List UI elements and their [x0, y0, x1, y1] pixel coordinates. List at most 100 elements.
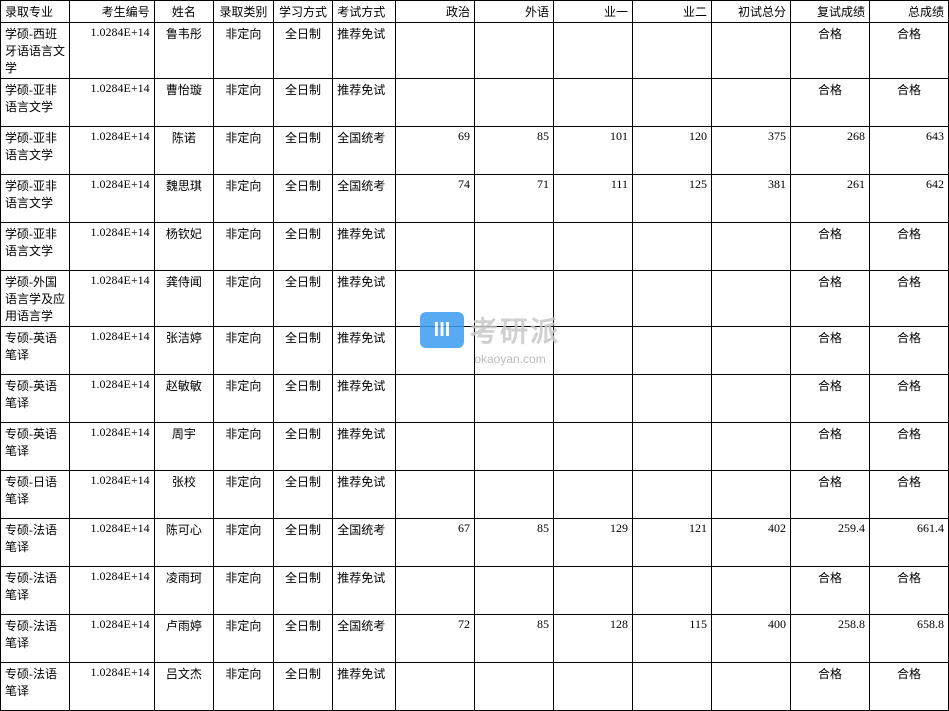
cell-cs [711, 423, 790, 471]
cell-fl [474, 79, 553, 127]
cell-y1 [553, 223, 632, 271]
col-header-major: 录取专业 [1, 1, 70, 23]
cell-major: 专硕-日语笔译 [1, 471, 70, 519]
cell-y2: 125 [632, 175, 711, 223]
cell-id: 1.0284E+14 [70, 519, 154, 567]
cell-fs: 合格 [790, 23, 869, 79]
cell-major: 专硕-法语笔译 [1, 615, 70, 663]
cell-id: 1.0284E+14 [70, 175, 154, 223]
cell-fl [474, 663, 553, 711]
cell-zs: 661.4 [869, 519, 948, 567]
admissions-table: 录取专业考生编号姓名录取类别学习方式考试方式政治外语业一业二初试总分复试成绩总成… [0, 0, 949, 711]
cell-y2 [632, 423, 711, 471]
cell-pol [395, 271, 474, 327]
cell-y2 [632, 567, 711, 615]
cell-fs: 合格 [790, 79, 869, 127]
cell-y1 [553, 271, 632, 327]
cell-pol [395, 375, 474, 423]
cell-y2: 121 [632, 519, 711, 567]
table-row: 专硕-法语笔译1.0284E+14陈可心非定向全日制全国统考6785129121… [1, 519, 949, 567]
cell-cs: 402 [711, 519, 790, 567]
cell-fl [474, 471, 553, 519]
cell-y2 [632, 79, 711, 127]
cell-zs: 合格 [869, 567, 948, 615]
cell-pol [395, 471, 474, 519]
cell-major: 专硕-英语笔译 [1, 375, 70, 423]
cell-type: 非定向 [214, 615, 274, 663]
cell-major: 学硕-外国语言学及应用语言学 [1, 271, 70, 327]
cell-cs: 381 [711, 175, 790, 223]
cell-name: 陈可心 [154, 519, 214, 567]
cell-id: 1.0284E+14 [70, 223, 154, 271]
cell-exam: 推荐免试 [333, 375, 396, 423]
cell-mode: 全日制 [273, 127, 333, 175]
table-row: 专硕-英语笔译1.0284E+14周宇非定向全日制推荐免试合格合格 [1, 423, 949, 471]
cell-cs [711, 79, 790, 127]
cell-type: 非定向 [214, 127, 274, 175]
cell-id: 1.0284E+14 [70, 471, 154, 519]
cell-exam: 推荐免试 [333, 327, 396, 375]
cell-fl: 71 [474, 175, 553, 223]
cell-fs: 268 [790, 127, 869, 175]
cell-type: 非定向 [214, 327, 274, 375]
cell-name: 龚侍闻 [154, 271, 214, 327]
cell-mode: 全日制 [273, 567, 333, 615]
cell-y2: 120 [632, 127, 711, 175]
table-row: 专硕-英语笔译1.0284E+14张洁婷非定向全日制推荐免试合格合格 [1, 327, 949, 375]
table-row: 学硕-亚非语言文学1.0284E+14曹怡璇非定向全日制推荐免试合格合格 [1, 79, 949, 127]
cell-exam: 推荐免试 [333, 471, 396, 519]
cell-zs: 合格 [869, 223, 948, 271]
cell-pol: 67 [395, 519, 474, 567]
cell-major: 专硕-英语笔译 [1, 423, 70, 471]
cell-pol [395, 327, 474, 375]
cell-pol: 69 [395, 127, 474, 175]
cell-id: 1.0284E+14 [70, 375, 154, 423]
table-row: 学硕-亚非语言文学1.0284E+14陈诺非定向全日制全国统考698510112… [1, 127, 949, 175]
cell-id: 1.0284E+14 [70, 615, 154, 663]
cell-major: 专硕-法语笔译 [1, 519, 70, 567]
cell-id: 1.0284E+14 [70, 567, 154, 615]
cell-major: 专硕-英语笔译 [1, 327, 70, 375]
cell-cs [711, 327, 790, 375]
cell-fl [474, 567, 553, 615]
col-header-zs: 总成绩 [869, 1, 948, 23]
table-row: 学硕-外国语言学及应用语言学1.0284E+14龚侍闻非定向全日制推荐免试合格合… [1, 271, 949, 327]
cell-y2 [632, 271, 711, 327]
cell-pol [395, 79, 474, 127]
cell-fs: 合格 [790, 327, 869, 375]
cell-exam: 推荐免试 [333, 423, 396, 471]
cell-id: 1.0284E+14 [70, 327, 154, 375]
cell-id: 1.0284E+14 [70, 423, 154, 471]
cell-pol [395, 567, 474, 615]
cell-exam: 推荐免试 [333, 663, 396, 711]
cell-zs: 合格 [869, 471, 948, 519]
cell-exam: 推荐免试 [333, 223, 396, 271]
cell-exam: 全国统考 [333, 615, 396, 663]
cell-name: 张校 [154, 471, 214, 519]
cell-zs: 合格 [869, 271, 948, 327]
cell-cs [711, 375, 790, 423]
cell-fl: 85 [474, 615, 553, 663]
cell-fl [474, 423, 553, 471]
cell-type: 非定向 [214, 663, 274, 711]
col-header-y2: 业二 [632, 1, 711, 23]
admissions-table-container: 录取专业考生编号姓名录取类别学习方式考试方式政治外语业一业二初试总分复试成绩总成… [0, 0, 949, 711]
cell-zs: 合格 [869, 79, 948, 127]
cell-major: 专硕-法语笔译 [1, 567, 70, 615]
cell-y1 [553, 327, 632, 375]
cell-y2 [632, 471, 711, 519]
cell-fl [474, 271, 553, 327]
cell-name: 吕文杰 [154, 663, 214, 711]
table-row: 专硕-法语笔译1.0284E+14卢雨婷非定向全日制全国统考7285128115… [1, 615, 949, 663]
cell-exam: 推荐免试 [333, 23, 396, 79]
cell-mode: 全日制 [273, 663, 333, 711]
cell-fs: 合格 [790, 663, 869, 711]
cell-major: 学硕-西班牙语语言文学 [1, 23, 70, 79]
cell-y2: 115 [632, 615, 711, 663]
cell-mode: 全日制 [273, 327, 333, 375]
cell-zs: 643 [869, 127, 948, 175]
cell-y2 [632, 327, 711, 375]
cell-fs: 261 [790, 175, 869, 223]
cell-y1: 129 [553, 519, 632, 567]
cell-mode: 全日制 [273, 423, 333, 471]
